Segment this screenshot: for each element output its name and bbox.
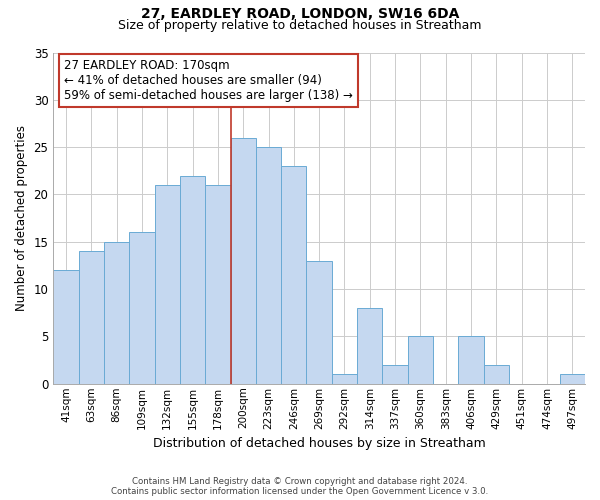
Text: 27 EARDLEY ROAD: 170sqm
← 41% of detached houses are smaller (94)
59% of semi-de: 27 EARDLEY ROAD: 170sqm ← 41% of detache… [64,59,353,102]
Text: 27, EARDLEY ROAD, LONDON, SW16 6DA: 27, EARDLEY ROAD, LONDON, SW16 6DA [141,8,459,22]
Bar [307,260,332,384]
Bar [484,365,509,384]
Bar [155,185,180,384]
Bar [129,232,155,384]
Bar [230,138,256,384]
Bar [458,336,484,384]
Bar [104,242,129,384]
Bar [357,308,382,384]
Bar [79,252,104,384]
Bar [281,166,307,384]
Bar [205,185,230,384]
Bar [53,270,79,384]
Bar [180,176,205,384]
Y-axis label: Number of detached properties: Number of detached properties [15,125,28,311]
Bar [408,336,433,384]
Text: Contains HM Land Registry data © Crown copyright and database right 2024.
Contai: Contains HM Land Registry data © Crown c… [112,476,488,496]
Bar [382,365,408,384]
Bar [332,374,357,384]
Bar [256,147,281,384]
X-axis label: Distribution of detached houses by size in Streatham: Distribution of detached houses by size … [153,437,485,450]
Text: Size of property relative to detached houses in Streatham: Size of property relative to detached ho… [118,19,482,32]
Bar [560,374,585,384]
